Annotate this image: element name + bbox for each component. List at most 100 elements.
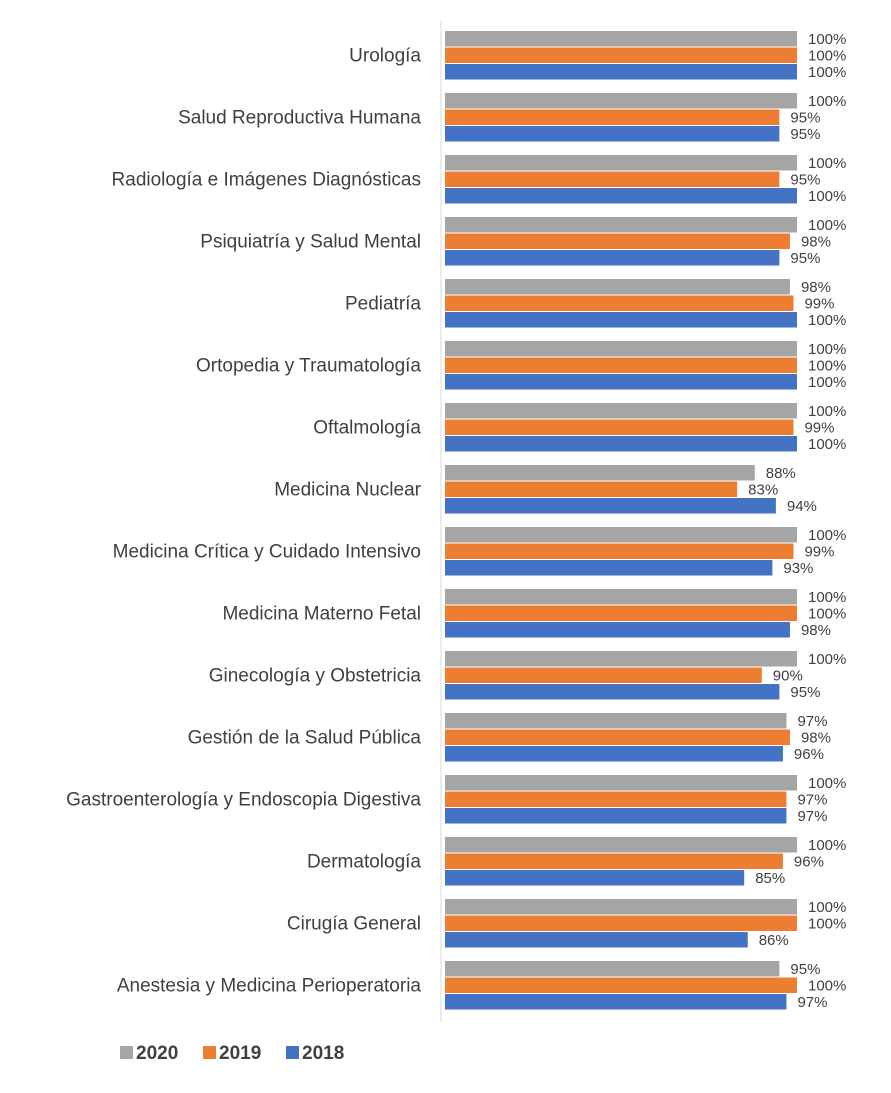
bar-2019 xyxy=(445,233,790,249)
bar-2018 xyxy=(445,746,783,762)
bar-2019 xyxy=(445,977,797,993)
bar-2018 xyxy=(445,374,797,390)
data-label-2020: 100% xyxy=(808,93,846,110)
bar-2020 xyxy=(445,155,797,171)
data-label-2019: 98% xyxy=(801,234,831,251)
bar-2018 xyxy=(445,312,797,328)
bar-2018 xyxy=(445,808,787,824)
category-label: Medicina Crítica y Cuidado Intensivo xyxy=(113,541,421,562)
bar-2019 xyxy=(445,853,783,869)
bar-2019 xyxy=(445,47,797,63)
bar-2018 xyxy=(445,64,797,80)
data-label-2018: 100% xyxy=(808,374,846,391)
legend: 2020 2019 2018 xyxy=(120,1043,344,1064)
bar-2019 xyxy=(445,729,790,745)
bar-2018 xyxy=(445,188,797,204)
bar-2019 xyxy=(445,605,797,621)
bar-2018 xyxy=(445,250,780,266)
category-label: Ginecología y Obstetricia xyxy=(209,665,422,686)
data-label-2018: 95% xyxy=(790,126,820,143)
category-labels: Urología Salud Reproductiva Humana Radiolo… xyxy=(66,45,422,996)
bar-2020 xyxy=(445,31,797,47)
legend-swatch-2018 xyxy=(286,1046,299,1059)
data-label-2019: 99% xyxy=(804,420,834,437)
bar-2020 xyxy=(445,899,797,915)
category-label: Ortopedia y Traumatología xyxy=(196,355,421,376)
data-label-2020: 100% xyxy=(808,527,846,544)
legend-label-2019: 2019 xyxy=(219,1043,261,1064)
bar-2020 xyxy=(445,713,787,729)
category-label: Pediatría xyxy=(345,293,421,314)
data-label-2020: 100% xyxy=(808,589,846,606)
data-label-2019: 96% xyxy=(794,854,824,871)
data-label-2020: 97% xyxy=(797,713,827,730)
category-label: Urología xyxy=(349,45,421,66)
value-labels: 100%100%100%100%95%95%100%95%100%100%98%… xyxy=(748,31,846,1011)
data-label-2018: 100% xyxy=(808,188,846,205)
bar-2020 xyxy=(445,961,780,977)
data-label-2020: 100% xyxy=(808,899,846,916)
bar-2020 xyxy=(445,589,797,605)
data-label-2020: 98% xyxy=(801,279,831,296)
category-label: Gestión de la Salud Pública xyxy=(188,727,422,748)
bar-2018 xyxy=(445,870,745,886)
data-label-2019: 95% xyxy=(790,172,820,189)
data-label-2019: 90% xyxy=(773,668,803,685)
data-label-2020: 100% xyxy=(808,775,846,792)
bar-2019 xyxy=(445,791,787,807)
data-label-2018: 86% xyxy=(759,932,789,949)
data-label-2019: 99% xyxy=(804,544,834,561)
data-label-2019: 98% xyxy=(801,730,831,747)
bar-2018 xyxy=(445,436,797,452)
bar-2018 xyxy=(445,560,773,576)
data-label-2018: 100% xyxy=(808,64,846,81)
bar-2019 xyxy=(445,171,780,187)
category-label: Dermatología xyxy=(307,851,421,872)
data-label-2019: 83% xyxy=(748,482,778,499)
legend-swatch-2020 xyxy=(120,1046,133,1059)
bar-2018 xyxy=(445,684,780,700)
data-label-2018: 98% xyxy=(801,622,831,639)
data-label-2019: 100% xyxy=(808,978,846,995)
bar-2018 xyxy=(445,932,748,948)
data-label-2020: 88% xyxy=(766,465,796,482)
data-label-2018: 100% xyxy=(808,436,846,453)
data-label-2018: 100% xyxy=(808,312,846,329)
data-label-2019: 97% xyxy=(797,792,827,809)
bar-2020 xyxy=(445,465,755,481)
category-label: Medicina Nuclear xyxy=(274,479,421,500)
bar-2018 xyxy=(445,126,780,142)
data-label-2020: 100% xyxy=(808,31,846,48)
data-label-2018: 97% xyxy=(797,994,827,1011)
data-label-2018: 95% xyxy=(790,250,820,267)
legend-label-2018: 2018 xyxy=(302,1043,344,1064)
category-label: Medicina Materno Fetal xyxy=(222,603,421,624)
category-label: Radiología e Imágenes Diagnósticas xyxy=(112,169,421,190)
bar-2020 xyxy=(445,527,797,543)
data-label-2019: 100% xyxy=(808,606,846,623)
data-label-2018: 95% xyxy=(790,684,820,701)
bar-2020 xyxy=(445,651,797,667)
bar-2020 xyxy=(445,837,797,853)
bar-2019 xyxy=(445,667,762,683)
bar-2018 xyxy=(445,622,790,638)
bar-2019 xyxy=(445,543,794,559)
bar-2020 xyxy=(445,93,797,109)
data-label-2019: 100% xyxy=(808,48,846,65)
data-label-2020: 100% xyxy=(808,403,846,420)
data-label-2019: 95% xyxy=(790,110,820,127)
data-label-2019: 99% xyxy=(804,296,834,313)
bars xyxy=(445,31,797,1010)
data-label-2018: 85% xyxy=(755,870,785,887)
category-label: Salud Reproductiva Humana xyxy=(178,107,421,128)
bar-2019 xyxy=(445,109,780,125)
category-label: Cirugía General xyxy=(287,913,421,934)
bar-2019 xyxy=(445,295,794,311)
bar-2020 xyxy=(445,403,797,419)
data-label-2020: 100% xyxy=(808,837,846,854)
data-label-2018: 93% xyxy=(783,560,813,577)
legend-swatch-2019 xyxy=(203,1046,216,1059)
data-label-2020: 95% xyxy=(790,961,820,978)
data-label-2020: 100% xyxy=(808,651,846,668)
